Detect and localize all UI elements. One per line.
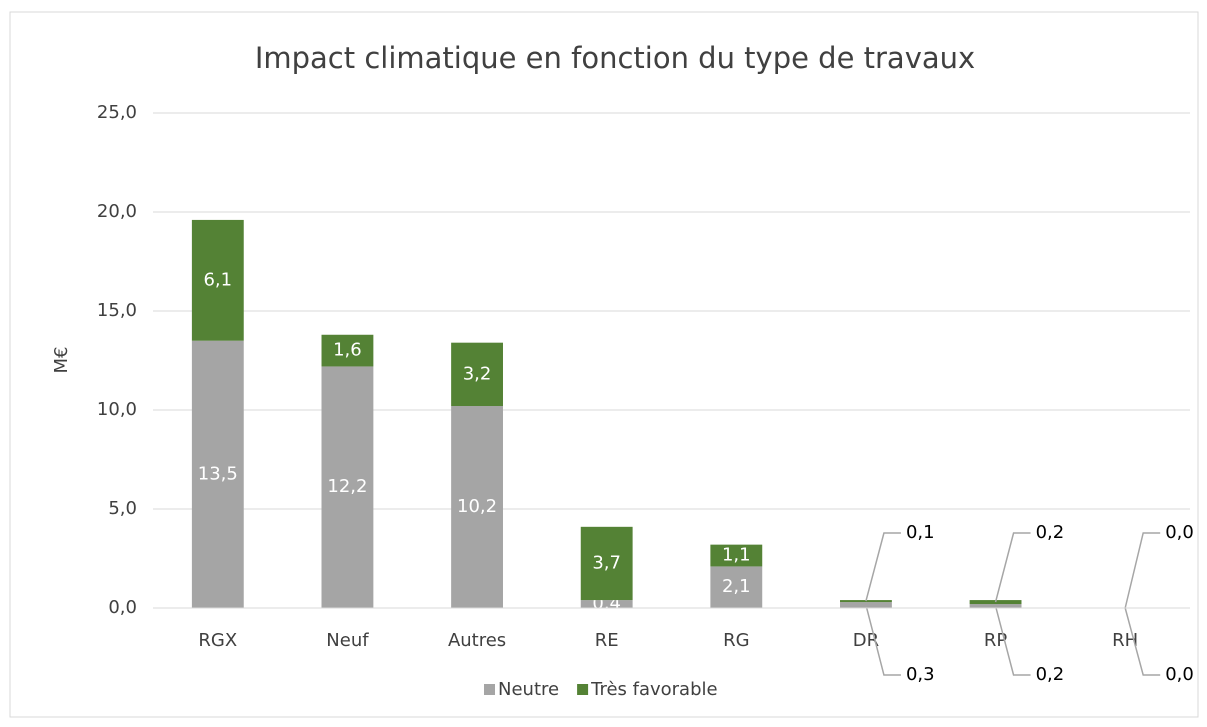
y-tick-label: 25,0: [97, 102, 137, 123]
leader-line: [865, 532, 901, 602]
bar-segment: [321, 366, 374, 608]
legend-swatch: [577, 684, 589, 695]
legend-label: Neutre: [498, 679, 559, 700]
data-label: 6,1: [203, 269, 232, 290]
x-tick-label: RG: [723, 630, 749, 651]
data-label: 12,2: [327, 476, 367, 497]
data-label: 3,2: [463, 363, 492, 384]
data-label: 0,2: [1036, 664, 1065, 685]
leader-line: [1124, 532, 1161, 609]
bar-segment: [451, 342, 503, 407]
bar-segment: [580, 526, 633, 601]
bar-segment: [451, 406, 503, 608]
x-tick-label: Autres: [448, 630, 506, 651]
y-axis-label: M€: [51, 347, 72, 374]
bar-segment: [580, 600, 633, 608]
bar-segment: [710, 544, 763, 567]
legend-swatch: [484, 684, 495, 695]
y-tick-label: 0,0: [108, 597, 137, 618]
legend-label: Très favorable: [590, 679, 718, 700]
data-label: 0,0: [1165, 522, 1194, 543]
data-label: 0,1: [906, 522, 935, 543]
y-tick-label: 15,0: [97, 300, 137, 321]
data-label: 10,2: [457, 496, 497, 517]
x-tick-label: Neuf: [326, 630, 369, 651]
data-label: 13,5: [198, 463, 238, 484]
y-tick-label: 5,0: [108, 498, 137, 519]
leader-line: [994, 532, 1031, 603]
bar-segment: [710, 566, 763, 608]
chart-title: Impact climatique en fonction du type de…: [255, 41, 975, 75]
leader-line: [865, 604, 901, 676]
bar-segment: [191, 340, 244, 608]
y-tick-label: 10,0: [97, 399, 137, 420]
data-label: 1,6: [333, 340, 362, 361]
y-tick-label: 20,0: [97, 201, 137, 222]
bar-segment: [321, 334, 374, 367]
x-tick-label: RE: [595, 630, 619, 651]
x-tick-label: DR: [853, 630, 879, 651]
x-tick-label: RGX: [198, 630, 237, 651]
data-label: 0,3: [906, 664, 935, 685]
data-label: 1,1: [722, 545, 751, 566]
x-tick-label: RH: [1112, 630, 1138, 651]
data-label: 2,1: [722, 576, 751, 597]
leader-line: [1124, 607, 1161, 676]
bar-segment: [191, 219, 244, 341]
leader-line: [994, 605, 1031, 676]
data-label: 0,2: [1036, 522, 1065, 543]
data-label: 0,0: [1165, 664, 1194, 685]
bar-segment: [969, 600, 1022, 605]
x-tick-label: RP: [984, 630, 1008, 651]
data-label: 3,7: [592, 552, 621, 573]
